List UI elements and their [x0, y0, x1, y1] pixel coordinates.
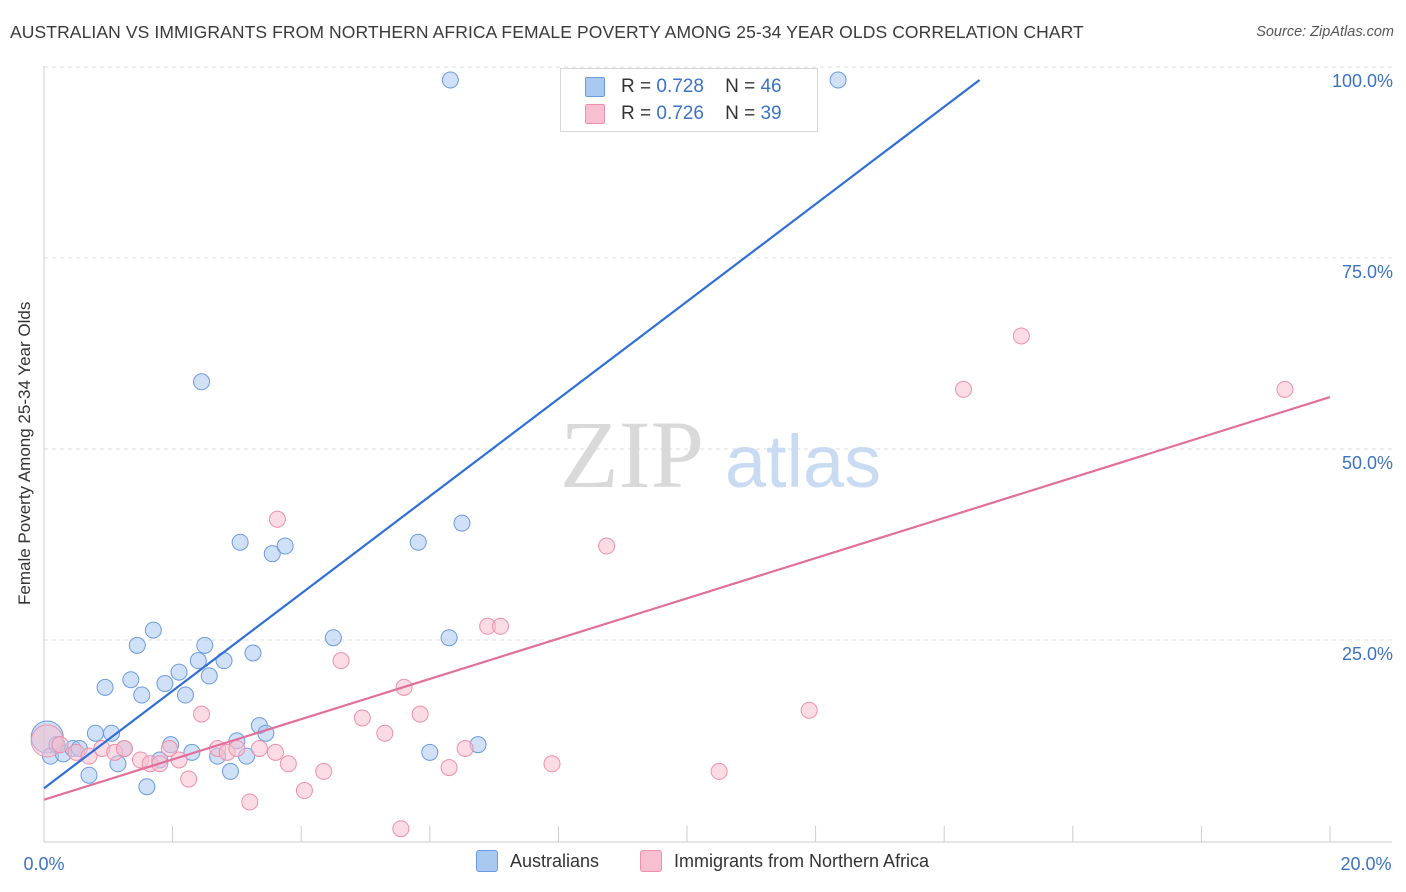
x-tick-label: 0.0% [23, 854, 64, 874]
legend-row-australians: R = 0.728 N = 46 [585, 74, 782, 100]
australians-point [96, 678, 114, 696]
australians-point [409, 533, 427, 551]
y-axis-label: Female Poverty Among 25-34 Year Olds [15, 301, 34, 605]
australians-point [440, 629, 458, 647]
watermark-atlas: atlas [725, 420, 881, 503]
legend-n-label: N = [725, 76, 756, 97]
bottom-legend-label-australians: Australians [510, 850, 600, 871]
immigrants-point [543, 755, 561, 773]
australians-point [156, 675, 174, 693]
australians-point [244, 644, 262, 662]
immigrants-point [193, 705, 211, 723]
immigrants-point [954, 380, 972, 398]
legend: R = 0.728 N = 46 R = 0.726 N = 39 [560, 68, 818, 132]
australians-point [221, 762, 239, 780]
australians-point [263, 545, 281, 563]
legend-r-label: R = [621, 103, 652, 124]
legend-swatch-immigrants [585, 104, 605, 124]
immigrants-point [228, 740, 246, 757]
australians-point [138, 778, 156, 796]
australians-point [103, 724, 121, 742]
source-label: Source: ZipAtlas.com [1256, 24, 1394, 40]
bottom-legend-immigrants[interactable]: Immigrants from Northern Africa [640, 850, 929, 872]
australians-point [200, 667, 218, 685]
australians-point [86, 724, 104, 742]
immigrants-point [411, 705, 429, 723]
australians-point [324, 629, 342, 647]
australians-point [453, 514, 471, 532]
australians-point [170, 663, 188, 681]
immigrants-point [392, 820, 410, 838]
y-tick-label: 50.0% [1342, 453, 1393, 473]
immigrants-point [160, 740, 178, 757]
australians-point [189, 652, 207, 670]
immigrants-point [266, 743, 284, 761]
bottom-legend-swatch-australians [476, 850, 498, 872]
immigrants-point [250, 740, 268, 757]
australians-point [441, 71, 459, 89]
y-tick-label: 75.0% [1342, 262, 1393, 282]
bottom-legend-swatch-immigrants [640, 850, 662, 872]
legend-n-label: N = [725, 103, 756, 124]
legend-r-value: 0.726 [656, 103, 704, 124]
x-tick-label: 20.0% [1340, 854, 1391, 874]
australians-point [144, 621, 162, 639]
immigrants-point [440, 759, 458, 777]
immigrants-point [376, 724, 394, 742]
immigrants-point [353, 709, 371, 727]
australians-point [133, 686, 151, 704]
immigrants-point [1276, 380, 1294, 398]
australians-point [196, 636, 214, 654]
australians-trendline [43, 79, 981, 790]
y-tick-label: 100.0% [1332, 71, 1393, 91]
immigrants-point [800, 701, 818, 719]
immigrants-point [315, 762, 333, 780]
australians-point [231, 533, 249, 551]
legend-n-value: 39 [760, 103, 782, 124]
australians-point [193, 373, 211, 391]
legend-row-immigrants: R = 0.726 N = 39 [585, 101, 782, 127]
immigrants-point [332, 652, 350, 670]
immigrants-point [295, 782, 313, 800]
immigrants-point [492, 617, 510, 635]
australians-point [176, 686, 194, 704]
bottom-legend-australians[interactable]: Australians [476, 850, 599, 872]
immigrants-point [456, 740, 474, 757]
watermark-zip: ZIP [560, 401, 704, 508]
immigrants-point [268, 510, 286, 528]
australians-point [122, 671, 140, 689]
immigrants-point [1012, 327, 1030, 345]
bottom-legend-label-immigrants: Immigrants from Northern Africa [674, 850, 930, 871]
immigrants-point [598, 537, 616, 555]
immigrants-point [115, 740, 133, 757]
immigrants-trendline [43, 396, 1331, 801]
immigrants-point [279, 755, 297, 773]
australians-point [276, 537, 294, 555]
australians-point [829, 71, 847, 89]
immigrants-point [710, 762, 728, 780]
chart-title: AUSTRALIAN VS IMMIGRANTS FROM NORTHERN A… [10, 22, 1084, 42]
australians-point [128, 636, 146, 654]
legend-r-value: 0.728 [656, 76, 704, 97]
immigrants-point [180, 770, 198, 788]
immigrants-point [51, 736, 69, 754]
australians-point [80, 766, 98, 784]
immigrants-point [241, 793, 259, 811]
legend-swatch-australians [585, 77, 605, 97]
y-tick-label: 25.0% [1342, 644, 1393, 664]
legend-r-label: R = [621, 76, 652, 97]
legend-n-value: 46 [760, 76, 782, 97]
bottom-legend: Australians Immigrants from Northern Afr… [0, 850, 1406, 878]
australians-point [421, 743, 439, 761]
